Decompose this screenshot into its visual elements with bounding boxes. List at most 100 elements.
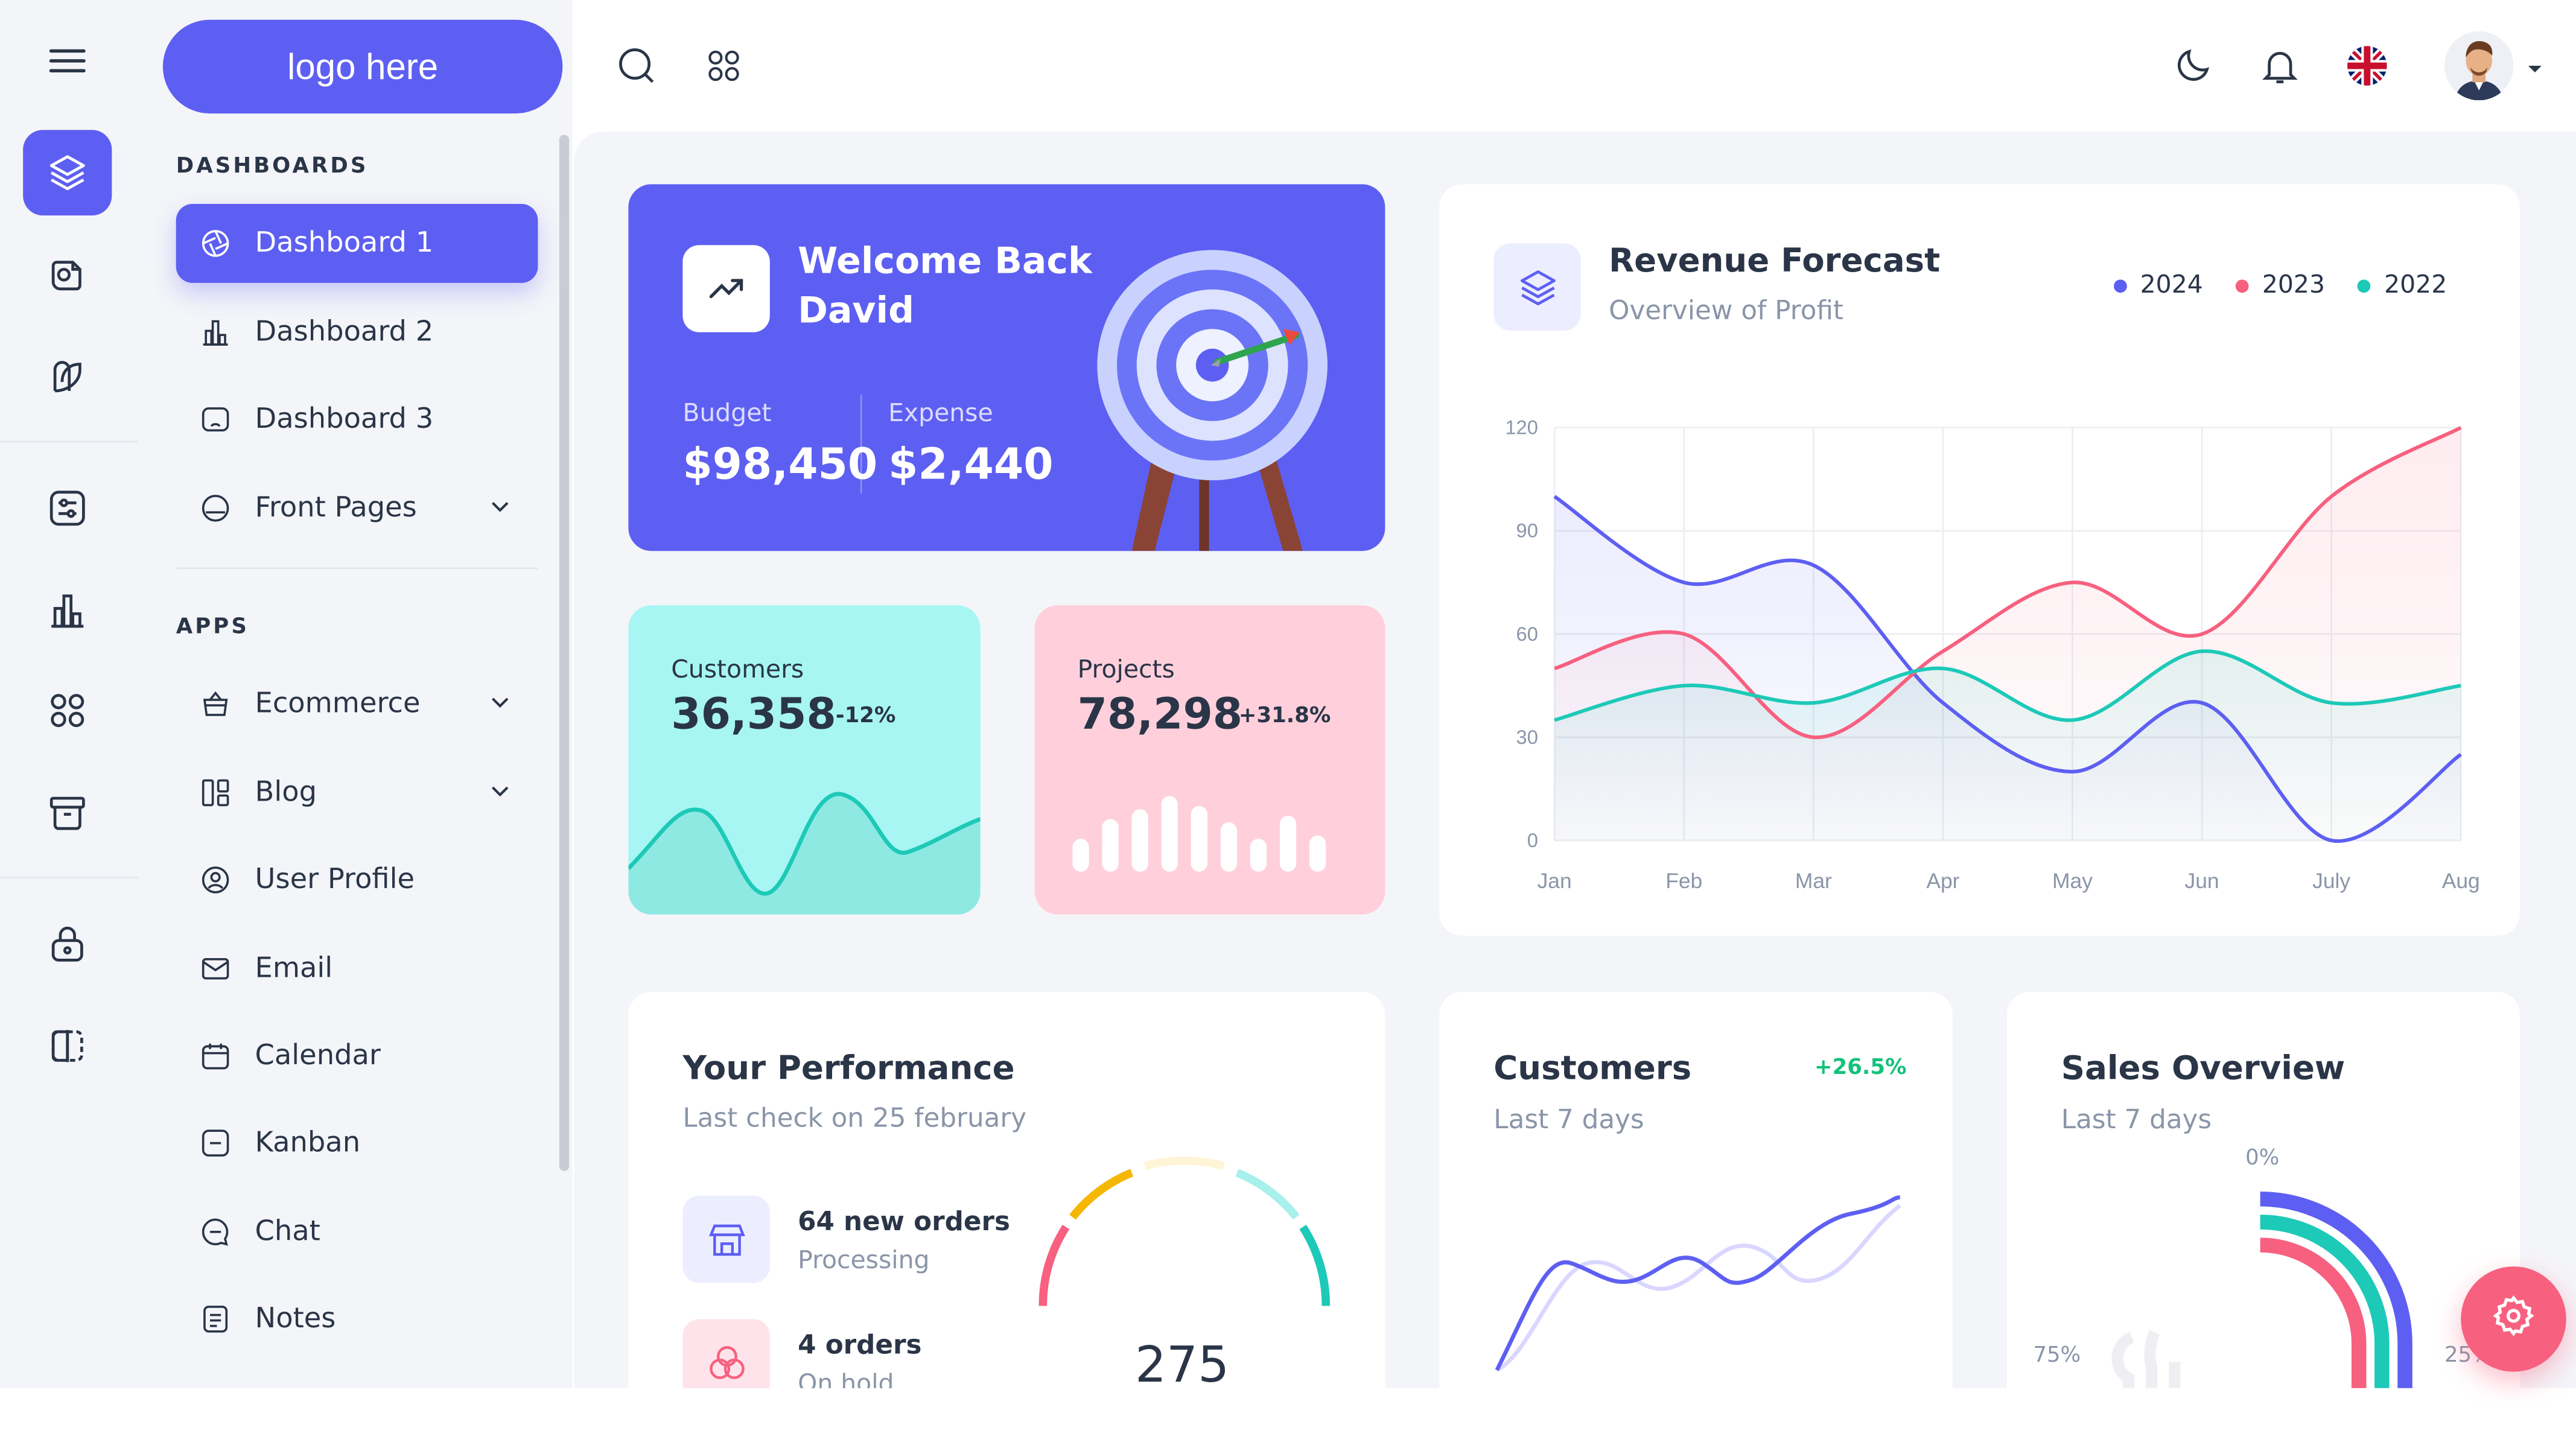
sidebar-item-notes[interactable]: Notes bbox=[176, 1280, 538, 1359]
sidebar-item-dashboard-3[interactable]: Dashboard 3 bbox=[176, 380, 538, 459]
sidebar-item-email[interactable]: Email bbox=[176, 929, 538, 1008]
uk-flag-icon[interactable] bbox=[2342, 41, 2392, 91]
customers-sparkline bbox=[628, 792, 981, 915]
sidebar-item-label: Email bbox=[255, 952, 333, 985]
sidebar-item-front-pages[interactable]: Front Pages bbox=[176, 469, 538, 548]
customers-stat-label: Customers bbox=[671, 654, 804, 685]
sidebar-item-label: Calendar bbox=[255, 1039, 381, 1073]
moon-icon[interactable] bbox=[2168, 41, 2218, 91]
x-tick-label: Apr bbox=[1926, 869, 1959, 893]
avatar[interactable] bbox=[2444, 31, 2514, 101]
sidebar-item-chat[interactable]: Chat bbox=[176, 1192, 538, 1271]
projects-stat-card: Projects 78,298 +31.8% bbox=[1034, 605, 1385, 915]
sidebar-item-label: Dashboard 2 bbox=[255, 316, 434, 349]
aperture-icon bbox=[176, 227, 255, 260]
customers-stat-card: Customers 36,358 -12% bbox=[628, 605, 981, 915]
series-line-2022 bbox=[1554, 649, 2461, 722]
projects-stat-change: +31.8% bbox=[1238, 703, 1331, 729]
sidebar-item-calendar[interactable]: Calendar bbox=[176, 1017, 538, 1096]
series-line-2023 bbox=[1554, 426, 2462, 739]
chart-icon bbox=[176, 316, 255, 349]
series-line-2024 bbox=[1553, 495, 2462, 843]
performance-gauge bbox=[1038, 1156, 1331, 1306]
chevron-down-icon[interactable] bbox=[485, 776, 515, 815]
sidebar-item-ecommerce[interactable]: Ecommerce bbox=[176, 664, 538, 743]
customers-weekly-chart bbox=[1495, 1195, 1901, 1372]
mail-icon bbox=[176, 952, 255, 985]
sales-overview-title: Sales Overview bbox=[2061, 1047, 2345, 1087]
sales-radial-chart bbox=[2111, 1192, 2412, 1388]
bar-chart-icon[interactable] bbox=[23, 568, 112, 653]
split-icon[interactable] bbox=[23, 1003, 112, 1089]
apps-icon[interactable] bbox=[699, 41, 749, 91]
legend-label: 2024 bbox=[2140, 270, 2203, 300]
logo[interactable]: logo here bbox=[162, 19, 563, 114]
chevron-down-icon[interactable] bbox=[485, 492, 515, 530]
legend-label: 2022 bbox=[2384, 270, 2447, 300]
projects-stat-value: 78,298 bbox=[1077, 690, 1243, 740]
sidebar-item-label: Kanban bbox=[255, 1126, 361, 1160]
legend-item[interactable]: 2023 bbox=[2236, 270, 2325, 299]
lock-icon[interactable] bbox=[23, 901, 112, 987]
chevron-down-icon[interactable] bbox=[485, 688, 515, 726]
sidebar-item-label: Front Pages bbox=[255, 492, 417, 525]
sidebar-item-kanban[interactable]: Kanban bbox=[176, 1103, 538, 1183]
legend-label: 2023 bbox=[2262, 270, 2326, 300]
user-circle-icon bbox=[176, 863, 255, 897]
legend-item[interactable]: 2022 bbox=[2358, 270, 2447, 299]
search-icon[interactable] bbox=[612, 41, 661, 91]
legend-item[interactable]: 2024 bbox=[2114, 270, 2203, 299]
gear-icon bbox=[2492, 1294, 2535, 1344]
customers-weekly-card: Customers +26.5% Last 7 days bbox=[1439, 991, 1953, 1388]
expense-label: Expense bbox=[888, 398, 993, 428]
y-tick-label: 120 bbox=[1505, 416, 1538, 439]
orders-processing-status: Processing bbox=[798, 1245, 930, 1275]
store-icon bbox=[682, 1195, 770, 1283]
sidebar-item-blog[interactable]: Blog bbox=[176, 754, 538, 833]
layers-icon bbox=[1493, 243, 1581, 331]
nav-divider bbox=[176, 567, 538, 570]
customers-weekly-subtitle: Last 7 days bbox=[1493, 1103, 1644, 1135]
caret-down-icon[interactable] bbox=[2525, 54, 2545, 86]
budget-label: Budget bbox=[682, 398, 772, 428]
performance-subtitle: Last check on 25 february bbox=[682, 1102, 1027, 1134]
bell-icon[interactable] bbox=[2255, 41, 2304, 91]
sticker-icon[interactable] bbox=[23, 232, 112, 317]
sales-overview-subtitle: Last 7 days bbox=[2061, 1103, 2212, 1135]
x-tick-label: Aug bbox=[2442, 869, 2480, 893]
sidebar-scrollbar[interactable] bbox=[559, 135, 570, 1171]
sidebar-item-user-profile[interactable]: User Profile bbox=[176, 840, 538, 919]
x-tick-label: Jan bbox=[1538, 869, 1572, 893]
sliders-icon[interactable] bbox=[23, 465, 112, 551]
customers-weekly-change: +26.5% bbox=[1814, 1056, 1907, 1081]
sidebar-item-dashboard-2[interactable]: Dashboard 2 bbox=[176, 293, 538, 372]
y-tick-label: 0 bbox=[1527, 829, 1538, 851]
settings-fab[interactable] bbox=[2461, 1266, 2566, 1372]
projects-bar-sparkline bbox=[1072, 796, 1326, 872]
leaf-icon[interactable] bbox=[23, 334, 112, 419]
sales-label-left: 75% bbox=[2033, 1344, 2081, 1369]
apps-icon[interactable] bbox=[23, 668, 112, 754]
revenue-subtitle: Overview of Profit bbox=[1609, 294, 1844, 326]
series-area-2022 bbox=[1554, 651, 2461, 841]
kanban-icon bbox=[176, 1126, 255, 1160]
hamburger-menu-icon[interactable] bbox=[46, 43, 89, 86]
sidebar-item-label: Chat bbox=[255, 1215, 320, 1249]
layers-icon[interactable] bbox=[23, 130, 112, 216]
welcome-divider bbox=[860, 395, 862, 494]
gauge-value: 275 bbox=[1135, 1337, 1230, 1388]
orders-onhold-status: On hold bbox=[798, 1368, 894, 1388]
sidebar-item-label: User Profile bbox=[255, 863, 415, 897]
archive-icon[interactable] bbox=[23, 770, 112, 856]
calendar-icon bbox=[176, 1040, 255, 1073]
nav-section-dashboards: DASHBOARDS bbox=[176, 154, 369, 180]
revenue-forecast-card: Revenue Forecast Overview of Profit 2024… bbox=[1439, 184, 2520, 936]
x-tick-label: May bbox=[2052, 869, 2093, 893]
expense-value: $2,440 bbox=[888, 440, 1054, 491]
sales-label-top: 0% bbox=[2245, 1146, 2280, 1171]
icon-rail bbox=[0, 0, 138, 1388]
sidebar-item-label: Blog bbox=[255, 776, 317, 810]
y-tick-label: 60 bbox=[1516, 623, 1538, 645]
sidebar-item-dashboard-1[interactable]: Dashboard 1 bbox=[176, 204, 538, 283]
